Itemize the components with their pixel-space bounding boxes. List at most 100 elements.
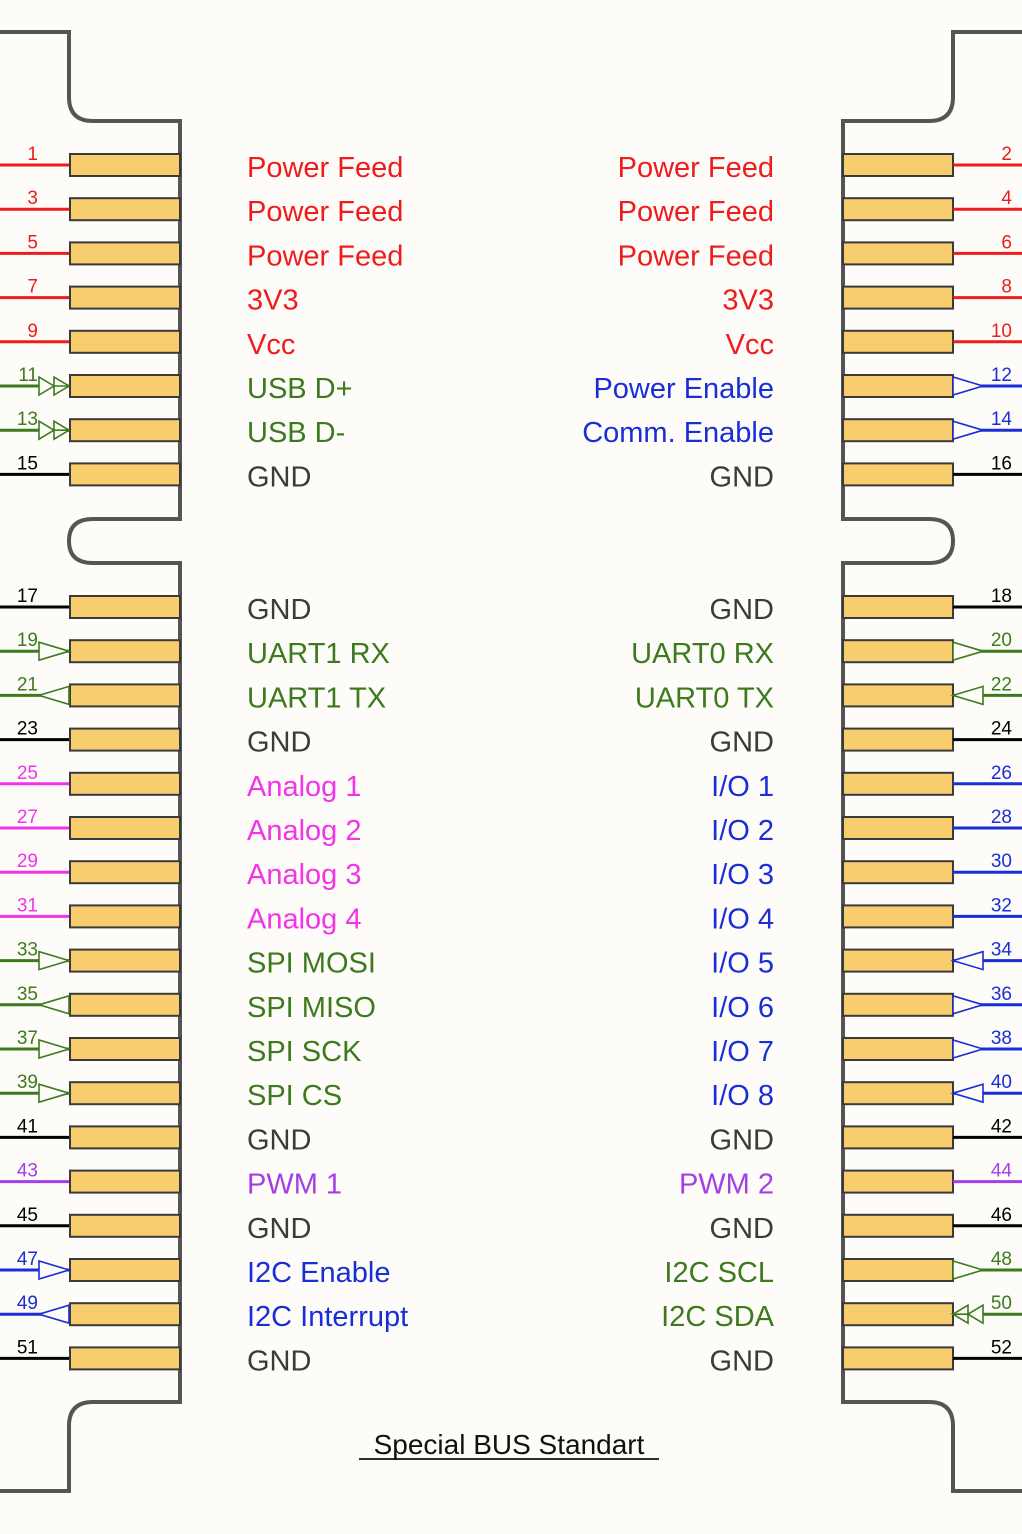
left-pin-25: 25 Analog 1	[0, 763, 362, 803]
pin-signal-label: I/O 1	[711, 771, 774, 803]
signal-direction-in-icon	[952, 1038, 986, 1060]
pin-pad	[842, 153, 954, 177]
pin-number: 17	[17, 586, 38, 607]
pin-pad	[69, 462, 181, 487]
pin-signal-label: GND	[710, 594, 774, 626]
pin-signal-label: GND	[247, 727, 311, 759]
pin-number: 33	[17, 940, 38, 961]
pin-pad	[842, 1302, 954, 1327]
pin-pad	[69, 639, 181, 664]
pin-pad	[69, 418, 181, 443]
pin-pad	[69, 241, 181, 266]
pin-signal-label: I/O 3	[711, 859, 774, 891]
pin-signal-label: UART1 TX	[247, 682, 386, 714]
pin-number: 43	[17, 1161, 38, 1182]
pin-number: 48	[991, 1249, 1012, 1270]
right-pin-30: 30 I/O 3	[711, 851, 1022, 891]
pin-number: 3	[27, 188, 38, 209]
pin-number: 1	[27, 144, 38, 165]
pin-pad	[69, 727, 181, 752]
pin-signal-label: I/O 4	[711, 903, 774, 935]
pin-signal-label: PWM 1	[247, 1169, 342, 1201]
pin-signal-label: I/O 8	[711, 1080, 774, 1112]
left-pin-49: 49 I2C Interrupt	[0, 1293, 408, 1333]
left-pin-47: 47 I2C Enable	[0, 1249, 391, 1289]
pin-pad	[842, 241, 954, 266]
pin-number: 25	[17, 763, 38, 784]
pin-pad	[69, 816, 181, 840]
pin-signal-label: Analog 1	[247, 771, 362, 803]
pin-signal-label: I/O 7	[711, 1036, 774, 1068]
left-pin-51: 51 GND	[0, 1337, 311, 1377]
pin-pad	[69, 1213, 181, 1238]
signal-direction-out-icon	[38, 1038, 72, 1060]
right-pin-24: 24 GND	[710, 719, 1022, 759]
pin-signal-label: Power Feed	[618, 240, 774, 272]
pin-signal-label: UART0 RX	[631, 638, 774, 670]
pin-signal-label: 3V3	[722, 285, 774, 317]
pin-pad	[842, 904, 954, 929]
left-pin-27: 27 Analog 2	[0, 807, 362, 847]
right-pin-48: 48 I2C SCL	[664, 1249, 1022, 1289]
pin-pad	[842, 595, 954, 619]
left-pin-31: 31 Analog 4	[0, 895, 362, 935]
pin-number: 21	[17, 674, 38, 695]
pin-number: 29	[17, 851, 38, 872]
pin-pad	[842, 329, 954, 354]
pin-number: 40	[991, 1072, 1012, 1093]
right-pin-2: 2 Power Feed	[618, 144, 1022, 184]
signal-direction-in-icon	[36, 1304, 70, 1325]
signal-direction-in-icon	[36, 685, 70, 706]
pin-number: 41	[17, 1116, 38, 1137]
pin-number: 16	[991, 453, 1012, 474]
pin-pad	[842, 374, 954, 398]
signal-direction-bidir-icon	[38, 419, 72, 441]
right-pin-34: 34 I/O 5	[711, 940, 1022, 980]
pin-signal-label: GND	[710, 1124, 774, 1156]
pin-pad	[842, 1258, 954, 1282]
right-pin-6: 6 Power Feed	[618, 232, 1022, 272]
pin-number: 26	[991, 763, 1012, 784]
right-pin-20: 20 UART0 RX	[631, 630, 1022, 670]
right-pin-38: 38 I/O 7	[711, 1028, 1022, 1068]
pin-pad	[69, 285, 181, 310]
pin-signal-label: GND	[247, 1124, 311, 1156]
pin-number: 5	[27, 232, 38, 253]
pin-pad	[842, 1346, 954, 1371]
left-pin-7: 7 3V3	[0, 277, 299, 317]
pin-pad	[842, 816, 954, 840]
pin-signal-label: I2C Interrupt	[247, 1301, 408, 1333]
pin-signal-label: SPI CS	[247, 1080, 342, 1112]
pin-number: 31	[17, 895, 38, 916]
signal-direction-bidir-icon	[38, 375, 72, 397]
pin-pad	[842, 683, 954, 708]
signal-direction-in-icon	[952, 641, 986, 662]
pin-pad	[69, 771, 181, 796]
left-pin-17: 17 GND	[0, 586, 311, 626]
pin-pad	[69, 329, 181, 354]
pin-signal-label: Power Feed	[247, 240, 403, 272]
pin-signal-label: Analog 2	[247, 815, 362, 847]
pin-signal-label: I2C SCL	[664, 1257, 774, 1289]
right-pin-52: 52 GND	[710, 1337, 1022, 1377]
right-pin-46: 46 GND	[710, 1205, 1022, 1245]
left-connector-outline	[0, 30, 182, 1493]
pin-signal-label: Vcc	[247, 329, 295, 361]
right-pin-8: 8 3V3	[722, 277, 1022, 317]
pin-signal-label: SPI SCK	[247, 1036, 362, 1068]
pin-number: 12	[991, 365, 1012, 386]
left-pin-37: 37 SPI SCK	[0, 1028, 362, 1068]
pin-pad	[69, 683, 181, 708]
right-pin-26: 26 I/O 1	[711, 763, 1022, 803]
pin-number: 23	[17, 719, 38, 740]
pin-pad	[69, 1302, 181, 1327]
right-pin-36: 36 I/O 6	[711, 984, 1022, 1024]
left-pin-21: 21 UART1 TX	[0, 674, 386, 714]
left-pin-43: 43 PWM 1	[0, 1161, 342, 1201]
pin-number: 22	[991, 674, 1012, 695]
signal-direction-out-icon	[950, 685, 984, 706]
pin-pad	[69, 860, 181, 885]
pin-pad	[842, 992, 954, 1017]
pin-number: 46	[991, 1205, 1012, 1226]
pin-number: 4	[1001, 188, 1012, 209]
